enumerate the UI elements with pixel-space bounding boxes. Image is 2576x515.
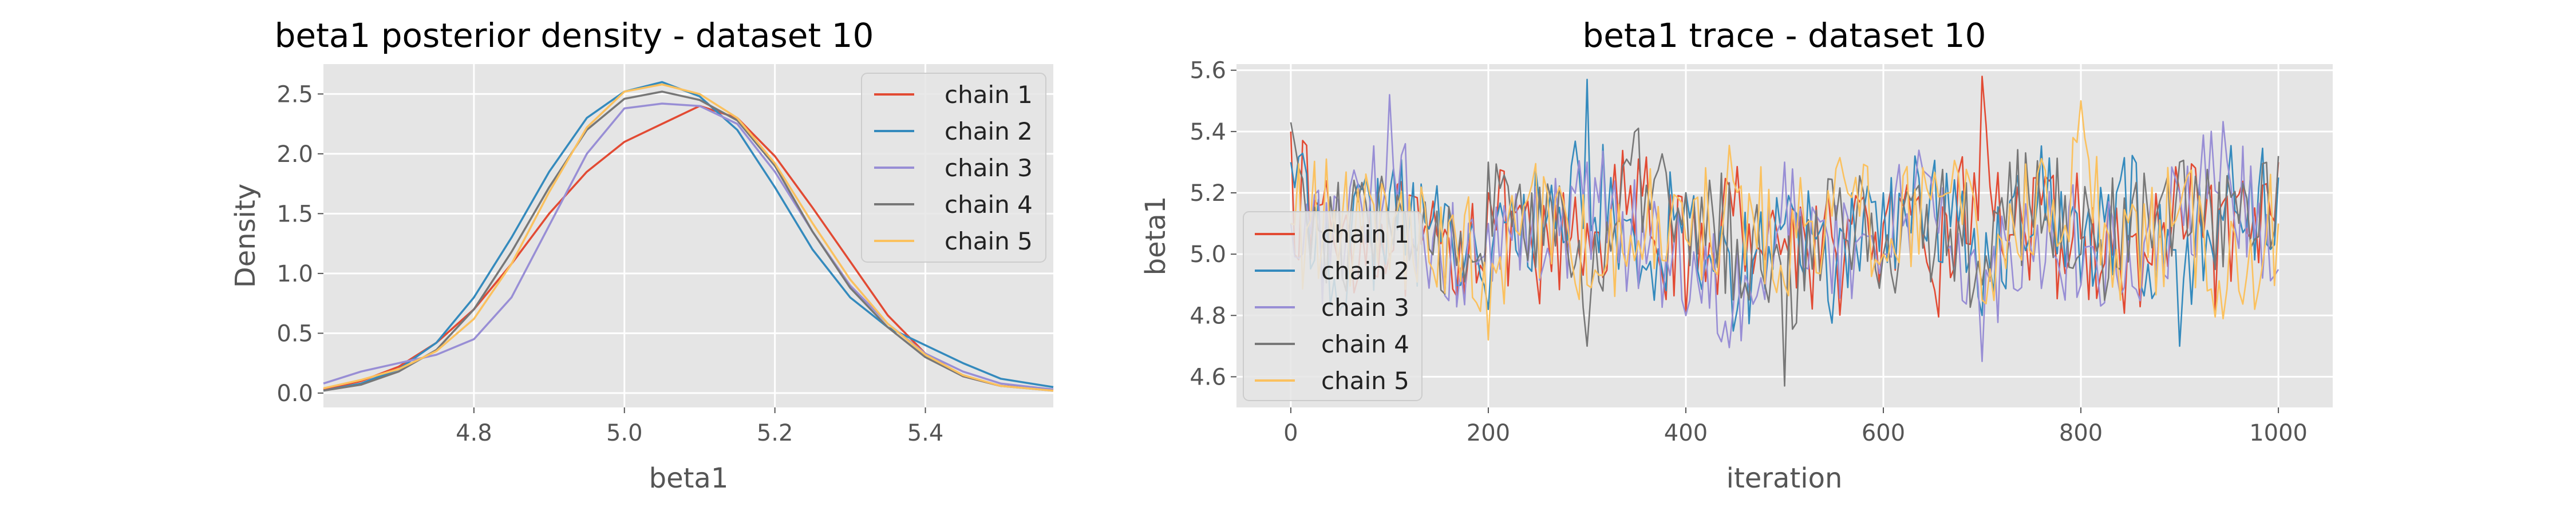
trace-y-tick-label: 4.8 — [1190, 303, 1226, 329]
trace-y-tick-label: 5.2 — [1190, 180, 1226, 207]
density-line-chain-1 — [323, 105, 1054, 391]
trace-legend: chain 1 chain 2 chain 3 chain 4 chain 5 — [1243, 211, 1423, 401]
density-y-ticks: 0.0 0.5 1.0 1.5 2.0 2.5 — [276, 81, 323, 407]
density-y-tick-label: 1.5 — [276, 201, 313, 227]
density-panel: beta1 posterior density - dataset 10 4.8… — [230, 16, 1054, 494]
trace-x-tick-label: 1000 — [2249, 420, 2308, 446]
density-x-ticks: 4.8 5.0 5.2 5.4 — [456, 407, 943, 446]
trace-legend-label-chain-4: chain 4 — [1321, 330, 1409, 358]
density-title: beta1 posterior density - dataset 10 — [275, 16, 874, 55]
trace-title: beta1 trace - dataset 10 — [1582, 16, 1986, 55]
trace-x-tick-label: 200 — [1467, 420, 1510, 446]
trace-legend-label-chain-2: chain 2 — [1321, 257, 1409, 285]
density-y-tick-label: 0.5 — [276, 320, 313, 347]
trace-y-ticks: 4.6 4.8 5.0 5.2 5.4 5.6 — [1190, 58, 1236, 390]
trace-y-tick-label: 5.0 — [1190, 241, 1226, 268]
trace-x-ticks: 0 200 400 600 800 1000 — [1283, 407, 2308, 446]
trace-x-axis-label: iteration — [1726, 462, 1843, 494]
trace-y-tick-label: 5.4 — [1190, 119, 1226, 145]
trace-x-tick-label: 0 — [1283, 420, 1298, 446]
density-y-tick-label: 1.0 — [276, 261, 313, 287]
density-line-chain-4 — [323, 90, 1054, 392]
density-y-tick-label: 2.0 — [276, 141, 313, 168]
density-legend-label-chain-3: chain 3 — [945, 154, 1033, 182]
trace-x-tick-label: 400 — [1664, 420, 1708, 446]
density-legend-label-chain-1: chain 1 — [945, 81, 1033, 109]
density-y-axis-label: Density — [230, 184, 262, 288]
density-legend: chain 1 chain 2 chain 3 chain 4 chain 5 — [861, 73, 1046, 263]
trace-y-axis-label: beta1 — [1140, 196, 1172, 276]
trace-series-lines — [1290, 76, 2279, 387]
density-y-tick-label: 0.0 — [276, 381, 313, 407]
density-series-lines — [323, 81, 1054, 392]
trace-legend-label-chain-3: chain 3 — [1321, 294, 1409, 322]
density-legend-label-chain-5: chain 5 — [945, 227, 1033, 255]
density-y-tick-label: 2.5 — [276, 81, 313, 108]
density-legend-box — [861, 73, 1046, 263]
trace-panel: beta1 trace - dataset 10 0 200 400 600 800 10… — [1140, 16, 2333, 494]
trace-legend-box — [1243, 211, 1423, 401]
trace-x-tick-label: 800 — [2059, 420, 2103, 446]
density-x-tick-label: 5.2 — [757, 420, 793, 446]
trace-legend-label-chain-1: chain 1 — [1321, 220, 1409, 248]
trace-x-tick-label: 600 — [1862, 420, 1905, 446]
trace-line-chain-4 — [1290, 122, 2279, 387]
trace-line-chain-3 — [1290, 94, 2279, 362]
density-legend-label-chain-2: chain 2 — [945, 117, 1033, 145]
trace-legend-label-chain-5: chain 5 — [1321, 367, 1409, 395]
density-legend-label-chain-4: chain 4 — [945, 191, 1033, 219]
trace-y-tick-label: 5.6 — [1190, 58, 1226, 84]
density-x-axis-label: beta1 — [649, 462, 729, 494]
density-x-tick-label: 4.8 — [456, 420, 492, 446]
density-line-chain-5 — [323, 83, 1054, 392]
density-x-tick-label: 5.0 — [606, 420, 643, 446]
trace-y-tick-label: 4.6 — [1190, 364, 1226, 390]
trace-line-chain-5 — [1290, 100, 2279, 341]
density-x-tick-label: 5.4 — [907, 420, 944, 446]
